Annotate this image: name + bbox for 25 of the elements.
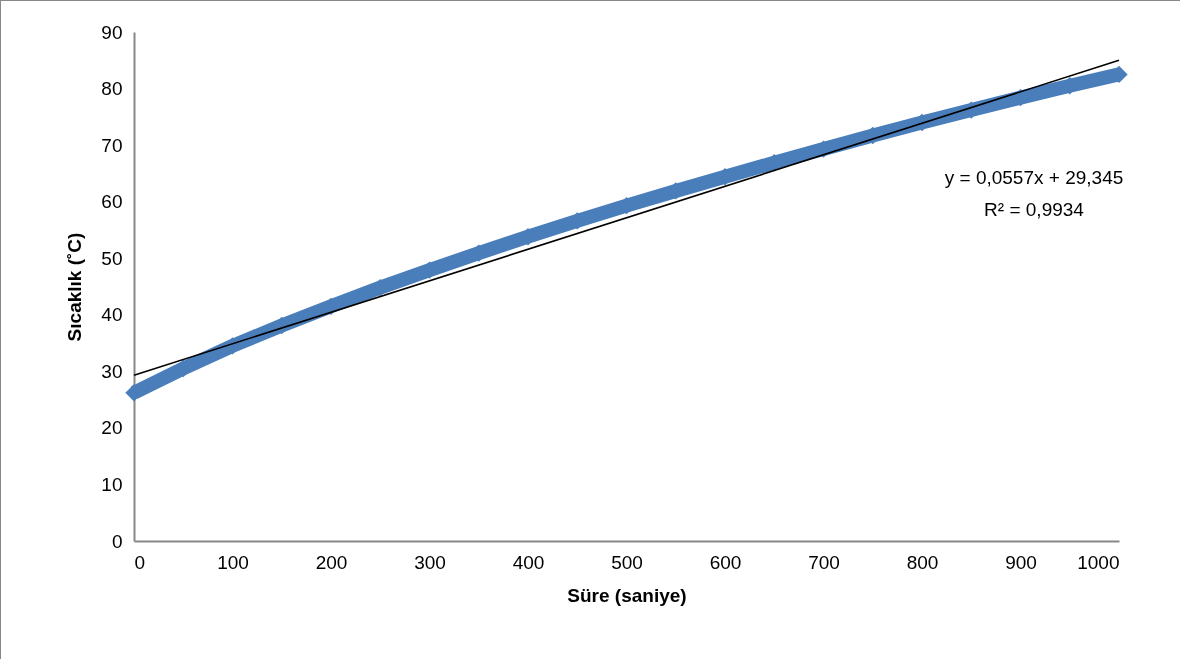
y-tick-label: 60	[101, 191, 123, 213]
x-tick-label: 700	[808, 551, 840, 573]
x-tick-label: 0	[134, 551, 146, 573]
annotation: y = 0,0557x + 29,345	[944, 167, 1124, 188]
x-tick-label: 600	[709, 551, 742, 573]
x-tick-label: 800	[906, 551, 939, 573]
y-tick-label: 70	[101, 134, 123, 156]
y-tick-label: 0	[111, 530, 123, 552]
x-tick-label: 400	[512, 551, 545, 573]
x-tick-label: 200	[315, 551, 348, 573]
y-tick-label: 20	[101, 417, 123, 439]
y-axis-title: Sıcaklık (˚C)	[64, 232, 86, 342]
y-tick-label: 40	[101, 304, 123, 326]
y-tick-label: 90	[101, 21, 123, 43]
y-tick-label: 50	[101, 247, 123, 269]
x-axis-title: Süre (saniye)	[567, 584, 687, 606]
x-tick-label: 900	[1005, 551, 1037, 573]
annotation: R² = 0,9934	[984, 199, 1085, 220]
x-tick-label: 100	[217, 551, 249, 573]
x-tick-label: 500	[611, 551, 643, 573]
x-tick-label: 300	[414, 551, 446, 573]
y-tick-label: 80	[101, 78, 123, 100]
y-tick-label: 10	[101, 473, 123, 495]
y-tick-label: 30	[101, 360, 123, 382]
x-tick-label: 1000	[1077, 551, 1120, 573]
